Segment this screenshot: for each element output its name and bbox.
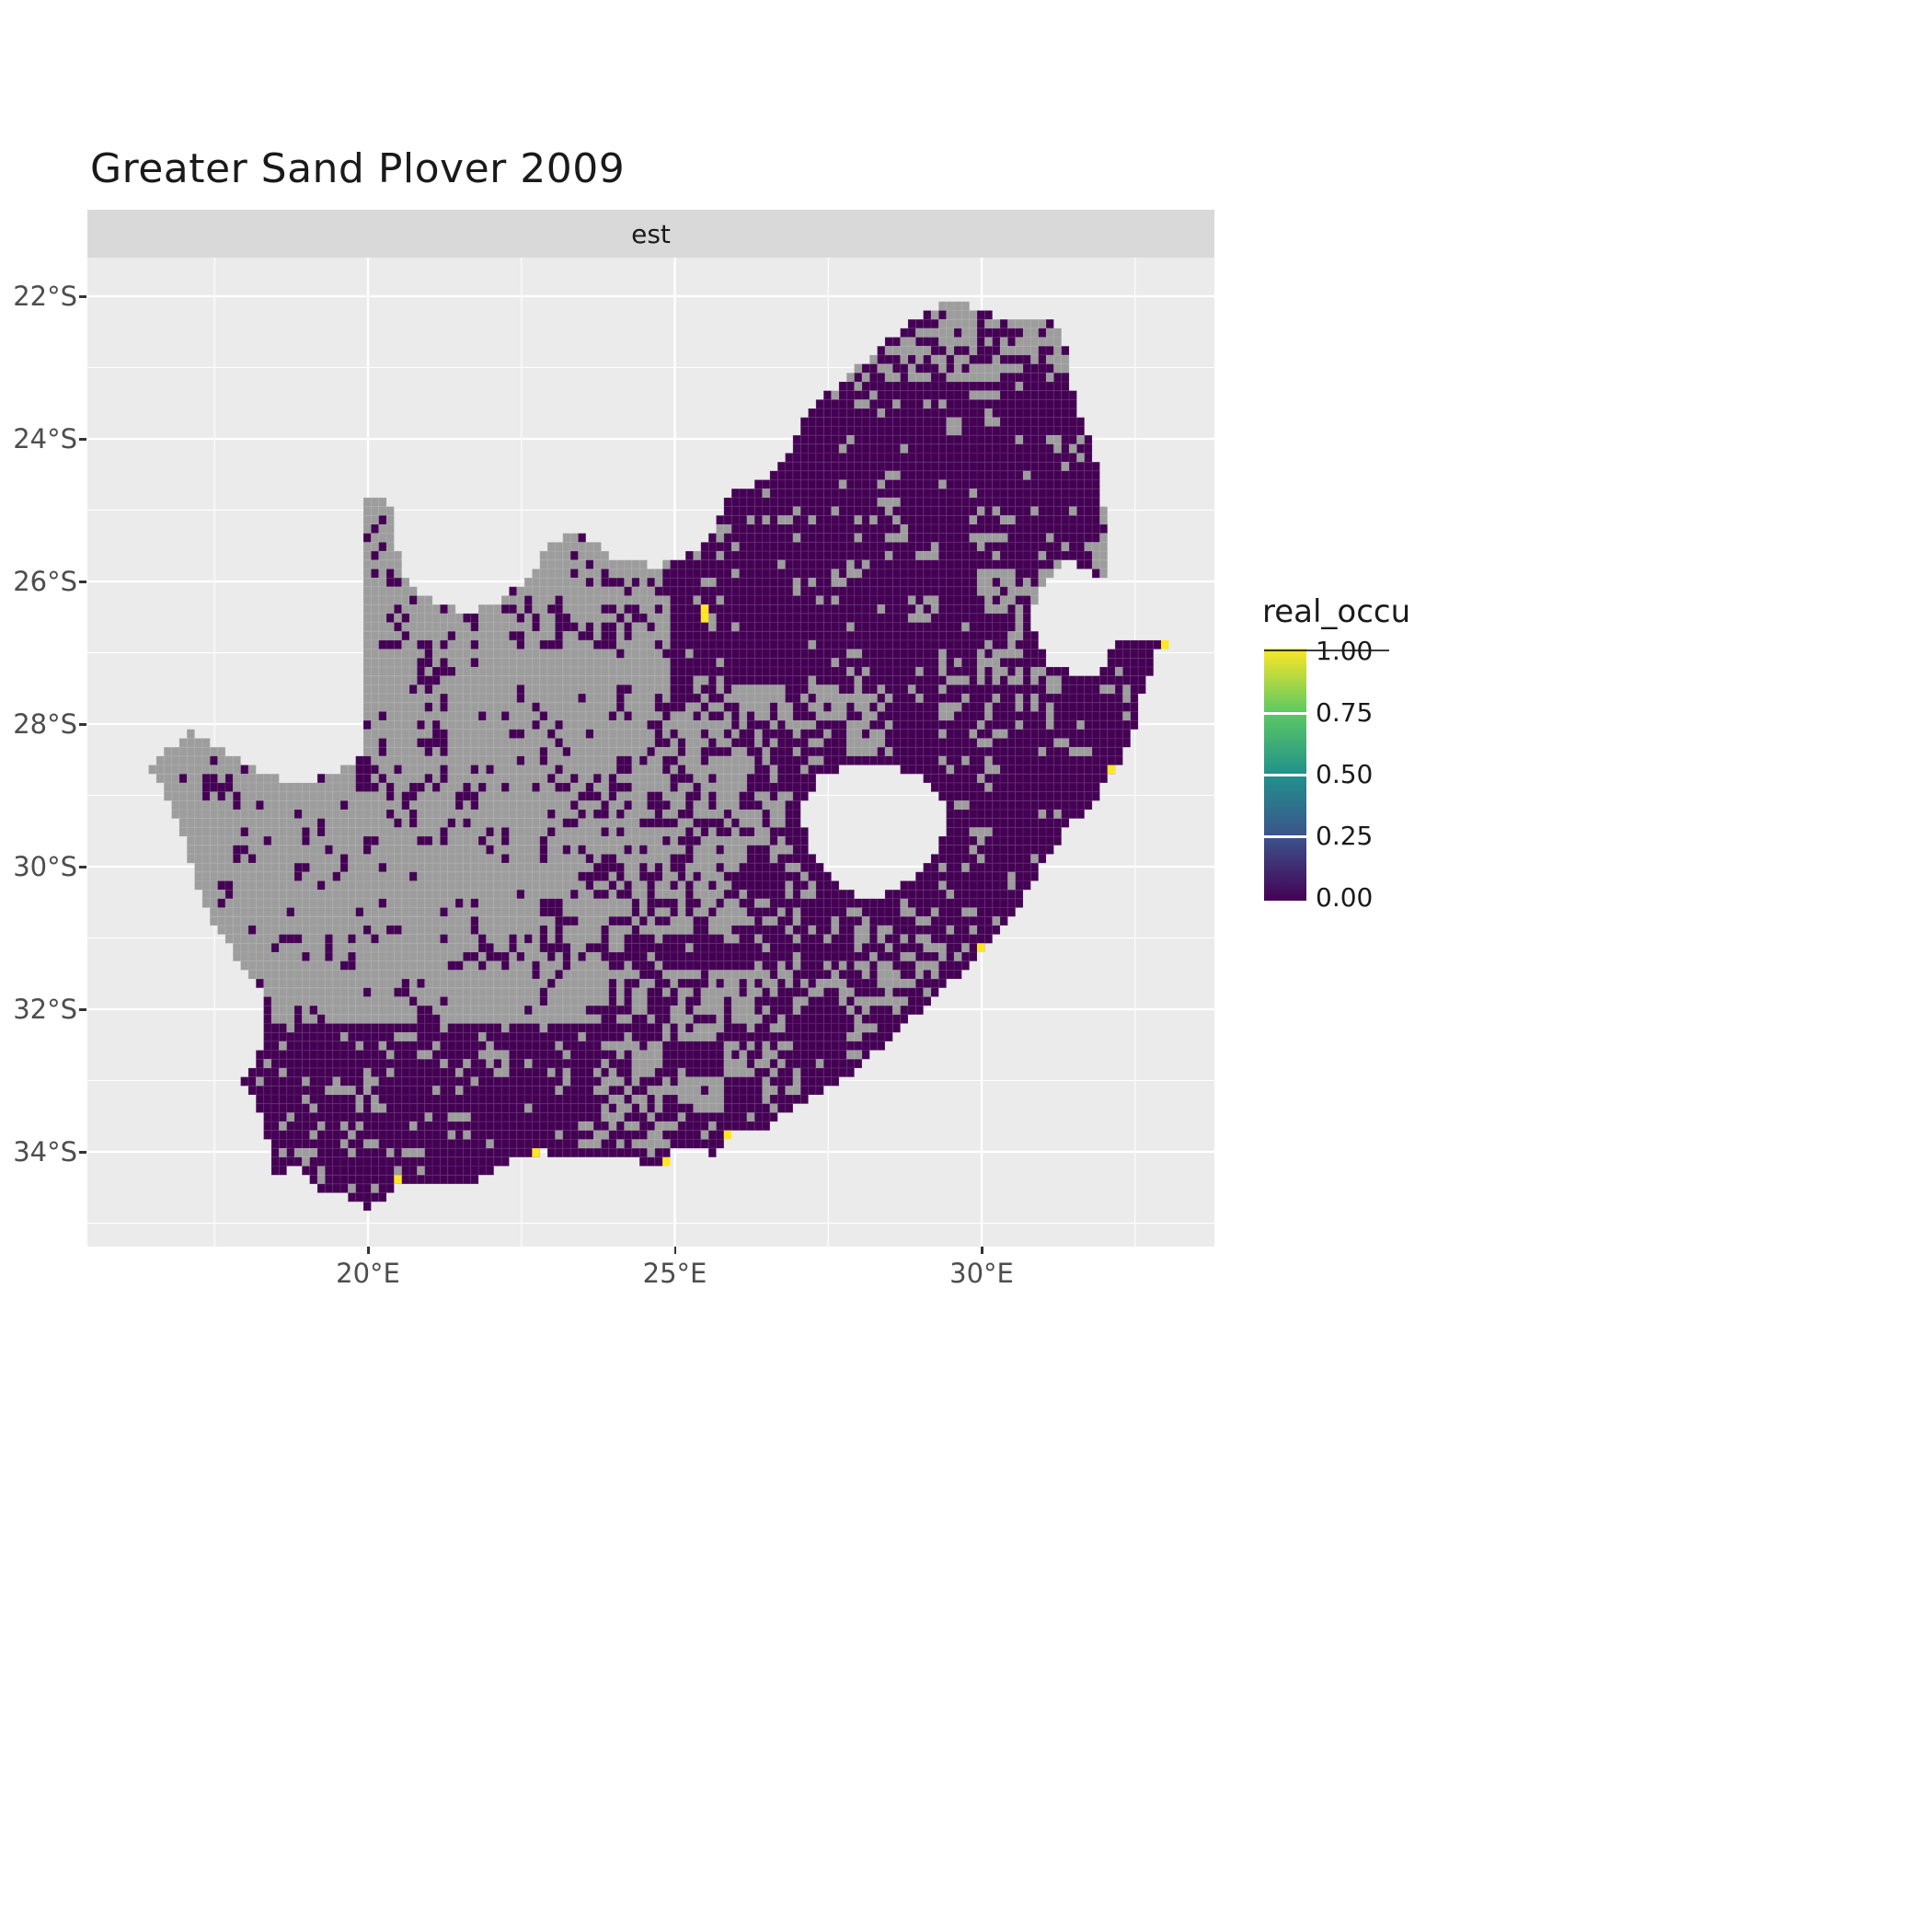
y-tick-mark	[79, 295, 86, 298]
x-tick-mark	[367, 1247, 370, 1254]
facet-strip: est	[87, 210, 1214, 258]
legend-tick-mark	[1264, 773, 1306, 776]
x-tick-label: 20°E	[336, 1258, 400, 1289]
y-tick-label: 22°S	[13, 281, 77, 312]
y-tick-mark	[79, 438, 86, 441]
y-tick-label: 30°S	[13, 851, 77, 882]
y-tick-label: 28°S	[13, 708, 77, 740]
y-tick-mark	[79, 1151, 86, 1154]
y-tick-label: 34°S	[13, 1136, 77, 1167]
legend-tick-label: 1.00	[1316, 636, 1374, 666]
facet-strip-label: est	[631, 218, 671, 249]
y-tick-mark	[79, 581, 86, 583]
y-tick-label: 24°S	[13, 423, 77, 454]
x-tick-label: 25°E	[642, 1258, 707, 1289]
legend-tick-label: 0.00	[1316, 882, 1374, 913]
y-tick-mark	[79, 1008, 86, 1011]
map-panel	[87, 258, 1214, 1247]
x-tick-mark	[673, 1247, 676, 1254]
legend-tick-label: 0.50	[1316, 759, 1374, 789]
legend-top-tick-line	[1264, 650, 1389, 651]
legend-tick-label: 0.75	[1316, 697, 1374, 728]
x-tick-mark	[981, 1247, 983, 1254]
occupancy-raster-map	[87, 258, 1214, 1247]
y-tick-mark	[79, 723, 86, 726]
plot-title: Greater Sand Plover 2009	[90, 145, 626, 192]
y-tick-label: 26°S	[13, 566, 77, 597]
legend-tick-mark	[1264, 711, 1306, 715]
legend: real_occu 1.00 0.75 0.50 0.25 0.00	[1259, 593, 1475, 943]
legend-title: real_occu	[1262, 593, 1411, 630]
legend-tick-label: 0.25	[1316, 821, 1374, 851]
x-tick-label: 30°E	[949, 1258, 1014, 1289]
y-tick-label: 32°S	[13, 994, 77, 1025]
y-tick-mark	[79, 866, 86, 868]
legend-tick-mark	[1264, 834, 1306, 838]
